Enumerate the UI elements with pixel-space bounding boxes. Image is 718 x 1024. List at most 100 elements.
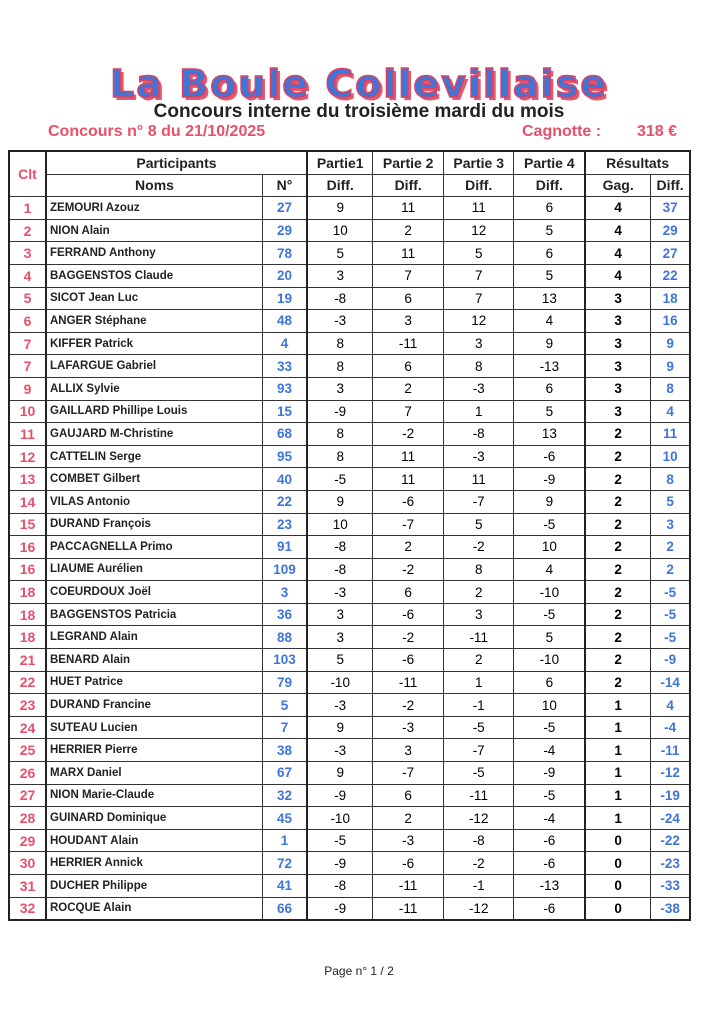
total-diff: -38: [650, 896, 691, 921]
partie1-diff: -8: [306, 286, 374, 311]
table-row: 28 GUINARD Dominique 45 -10 2 -12 -4 1 -24: [8, 806, 691, 830]
rank: 28: [8, 806, 47, 830]
player-number: 93: [262, 376, 308, 401]
table-row: 32 ROCQUE Alain 66 -9 -11 -12 -6 0 -38: [8, 896, 691, 921]
partie3-diff: 1: [442, 670, 515, 695]
rank: 13: [8, 467, 47, 491]
name: BAGGENSTOS Patricia: [45, 602, 263, 627]
partie4-diff: 5: [513, 399, 586, 424]
partie2-diff: -3: [372, 828, 444, 853]
games-won: 0: [584, 896, 652, 921]
rank: 12: [8, 444, 47, 469]
player-number: 22: [262, 489, 308, 514]
partie2-diff: 7: [372, 263, 444, 288]
partie2-diff: -6: [372, 648, 444, 672]
name: GAUJARD M-Christine: [45, 422, 263, 446]
table-row: 15 DURAND François 23 10 -7 5 -5 2 3: [8, 512, 691, 537]
partie4-diff: -13: [513, 354, 586, 378]
rank: 18: [8, 602, 47, 627]
table-row: 26 MARX Daniel 67 9 -7 -5 -9 1 -12: [8, 761, 691, 785]
header-partie1: Partie1: [306, 150, 374, 175]
partie3-diff: 7: [442, 263, 515, 288]
name: GUINARD Dominique: [45, 806, 263, 830]
partie1-diff: 3: [306, 376, 374, 401]
table-row: 31 DUCHER Philippe 41 -8 -11 -1 -13 0 -33: [8, 874, 691, 898]
partie4-diff: -9: [513, 467, 586, 491]
club-logo: La Boule Collevillaise: [109, 61, 608, 107]
partie3-diff: 11: [442, 467, 515, 491]
total-diff: -24: [650, 806, 691, 830]
partie1-diff: 8: [306, 331, 374, 356]
partie3-diff: -7: [442, 738, 515, 763]
games-won: 0: [584, 874, 652, 898]
partie4-diff: -5: [513, 602, 586, 627]
name: NION Alain: [45, 218, 263, 243]
games-won: 2: [584, 535, 652, 559]
player-number: 45: [262, 806, 308, 830]
name: LIAUME Aurélien: [45, 557, 263, 582]
partie2-diff: -6: [372, 489, 444, 514]
games-won: 3: [584, 331, 652, 356]
partie4-diff: 4: [513, 557, 586, 582]
partie2-diff: 3: [372, 309, 444, 333]
header-noms: Noms: [45, 173, 263, 198]
partie4-diff: -6: [513, 828, 586, 853]
player-number: 95: [262, 444, 308, 469]
rank: 6: [8, 309, 47, 333]
total-diff: 8: [650, 467, 691, 491]
name: ROCQUE Alain: [45, 896, 263, 921]
games-won: 2: [584, 422, 652, 446]
total-diff: 11: [650, 422, 691, 446]
table-row: 2 NION Alain 29 10 2 12 5 4 29: [8, 218, 691, 243]
player-number: 78: [262, 241, 308, 265]
total-diff: 4: [650, 399, 691, 424]
name: PACCAGNELLA Primo: [45, 535, 263, 559]
cagnotte-value: 318 €: [637, 123, 678, 140]
name: ZEMOURI Azouz: [45, 196, 263, 220]
games-won: 0: [584, 851, 652, 875]
partie1-diff: -3: [306, 693, 374, 717]
header-resultats: Résultats: [584, 150, 691, 175]
partie1-diff: -8: [306, 557, 374, 582]
name: FERRAND Anthony: [45, 241, 263, 265]
games-won: 4: [584, 196, 652, 220]
header-num: N°: [262, 173, 308, 198]
rank: 3: [8, 241, 47, 265]
table-row: 16 LIAUME Aurélien 109 -8 -2 8 4 2 2: [8, 557, 691, 582]
player-number: 1: [262, 828, 308, 853]
partie2-diff: -7: [372, 512, 444, 537]
total-diff: 29: [650, 218, 691, 243]
total-diff: 2: [650, 557, 691, 582]
games-won: 4: [584, 218, 652, 243]
partie1-diff: 9: [306, 761, 374, 785]
name: HERRIER Pierre: [45, 738, 263, 763]
partie2-diff: 2: [372, 806, 444, 830]
partie3-diff: -7: [442, 489, 515, 514]
table-row: 10 GAILLARD Phillipe Louis 15 -9 7 1 5 3 4: [8, 399, 691, 424]
games-won: 1: [584, 783, 652, 808]
table-row: 25 HERRIER Pierre 38 -3 3 -7 -4 1 -11: [8, 738, 691, 763]
table-row: 27 NION Marie-Claude 32 -9 6 -11 -5 1 -19: [8, 783, 691, 808]
games-won: 2: [584, 444, 652, 469]
player-number: 72: [262, 851, 308, 875]
player-number: 33: [262, 354, 308, 378]
partie1-diff: -5: [306, 467, 374, 491]
name: VILAS Antonio: [45, 489, 263, 514]
rank: 32: [8, 896, 47, 921]
player-number: 36: [262, 602, 308, 627]
rank: 14: [8, 489, 47, 514]
games-won: 2: [584, 625, 652, 650]
total-diff: 4: [650, 693, 691, 717]
name: ALLIX Sylvie: [45, 376, 263, 401]
partie3-diff: 7: [442, 286, 515, 311]
partie4-diff: 5: [513, 218, 586, 243]
partie1-diff: -3: [306, 738, 374, 763]
subtitle: Concours interne du troisième mardi du m…: [153, 101, 565, 122]
games-won: 2: [584, 580, 652, 604]
header-partie3: Partie 3: [442, 150, 515, 175]
partie4-diff: 6: [513, 241, 586, 265]
games-won: 1: [584, 715, 652, 740]
partie1-diff: 3: [306, 602, 374, 627]
partie2-diff: -6: [372, 851, 444, 875]
rank: 7: [8, 331, 47, 356]
